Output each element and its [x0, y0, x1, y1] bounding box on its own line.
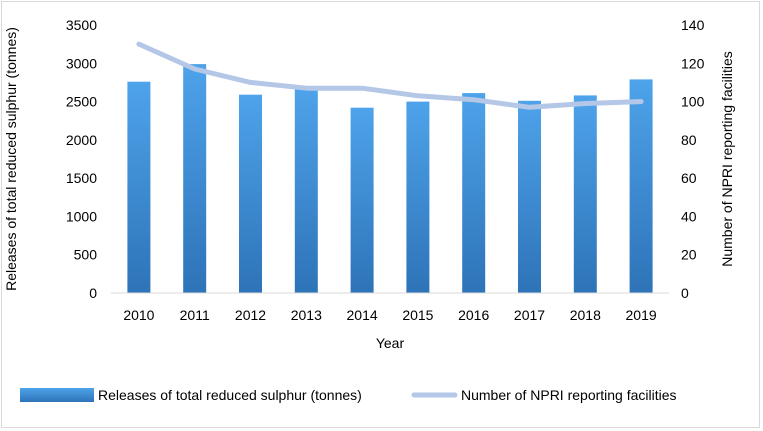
x-tick-label: 2012 — [235, 307, 266, 323]
y2-axis-ticks: 0 20 40 60 80 100 120 140 — [681, 17, 705, 301]
legend: Releases of total reduced sulphur (tonne… — [20, 387, 677, 403]
legend-line-label: Number of NPRI reporting facilities — [461, 387, 677, 403]
x-axis-ticks: 2010 2011 2012 2013 2014 2015 2016 2017 2018 2019 — [123, 307, 657, 323]
bar-2014 — [350, 107, 374, 293]
bar-series — [127, 64, 653, 294]
bar-2015 — [406, 101, 430, 293]
y2-tick-label: 20 — [681, 247, 697, 263]
y-tick-label: 2500 — [66, 94, 97, 110]
bar-2017 — [518, 100, 541, 293]
y-tick-label: 1500 — [66, 170, 97, 186]
y-tick-label: 3500 — [66, 17, 97, 33]
y2-tick-label: 40 — [681, 208, 697, 224]
legend-bar-swatch — [20, 388, 94, 402]
y2-tick-label: 0 — [681, 285, 689, 301]
y-tick-label: 0 — [89, 285, 97, 301]
y2-axis-title: Number of NPRI reporting facilities — [719, 51, 735, 267]
x-tick-label: 2019 — [626, 307, 657, 323]
bar-2012 — [239, 94, 262, 293]
x-tick-label: 2011 — [180, 307, 210, 323]
y-axis-ticks: 0 500 1000 1500 2000 2500 3000 3500 — [66, 17, 97, 301]
x-tick-label: 2017 — [514, 307, 545, 323]
x-tick-label: 2013 — [291, 307, 322, 323]
bar-2019 — [629, 79, 653, 294]
x-tick-label: 2010 — [123, 307, 154, 323]
x-tick-label: 2015 — [402, 307, 433, 323]
legend-bar-label: Releases of total reduced sulphur (tonne… — [98, 387, 362, 403]
facilities-line — [136, 41, 644, 110]
y2-tick-label: 140 — [681, 17, 705, 33]
x-axis-title: Year — [376, 335, 405, 351]
line-series — [136, 41, 644, 110]
x-tick-label: 2016 — [458, 307, 489, 323]
y2-tick-label: 120 — [681, 55, 705, 71]
y-tick-label: 1000 — [66, 208, 97, 224]
bar-2013 — [294, 87, 318, 293]
y2-tick-label: 60 — [681, 170, 697, 186]
y-tick-label: 3000 — [66, 55, 97, 71]
y2-tick-label: 80 — [681, 132, 697, 148]
bar-2011 — [183, 64, 207, 293]
x-tick-label: 2018 — [570, 307, 601, 323]
bar-2010 — [127, 81, 151, 293]
bar-2016 — [462, 93, 486, 293]
x-tick-label: 2014 — [347, 307, 378, 323]
y-axis-title: Releases of total reduced sulphur (tonne… — [3, 27, 19, 291]
y-tick-label: 2000 — [66, 132, 97, 148]
bar-2018 — [573, 95, 597, 294]
y2-tick-label: 100 — [681, 94, 705, 110]
y-tick-label: 500 — [74, 247, 98, 263]
